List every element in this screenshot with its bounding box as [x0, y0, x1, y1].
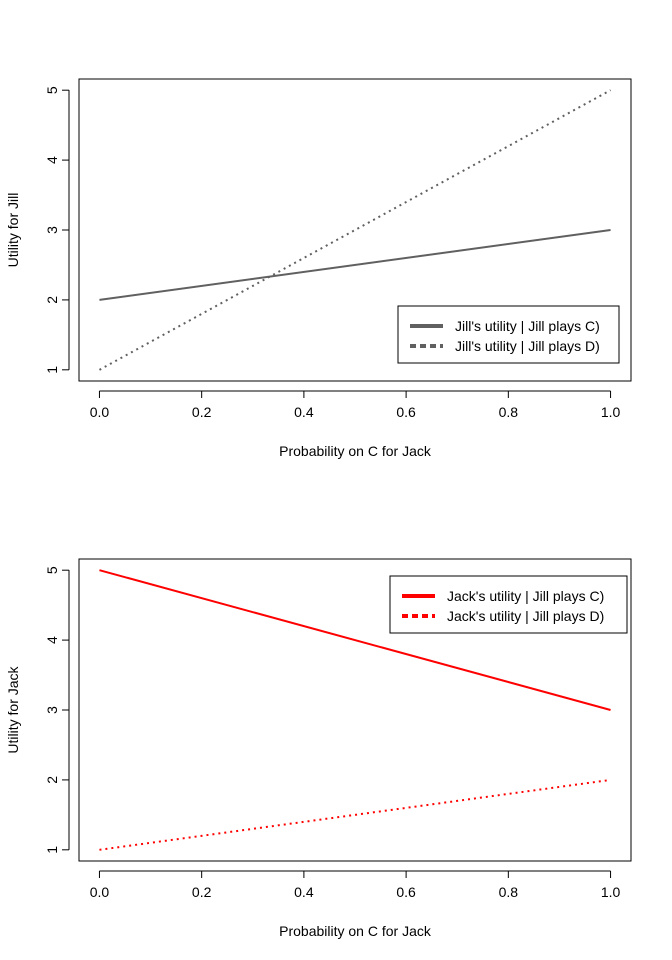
- x-tick-label: 0.2: [192, 404, 212, 420]
- x-tick-label: 0.8: [499, 404, 519, 420]
- x-tick-label: 0.6: [396, 404, 416, 420]
- legend: Jill's utility | Jill plays C) Jill's uti…: [397, 305, 620, 364]
- y-axis-title: Utility for Jill: [5, 193, 21, 268]
- legend-label: Jill's utility | Jill plays D): [455, 338, 600, 354]
- x-tick-label: 0.0: [90, 404, 110, 420]
- x-tick-label: 0.6: [396, 884, 416, 900]
- legend: Jack's utility | Jill plays C) Jack's uti…: [389, 575, 628, 634]
- y-tick-label: 1: [44, 846, 60, 854]
- plot-panel-1: 0.0 0.2 0.4 0.6 0.8 1.0 1 2 3 4 5 Probability on C …: [5, 78, 632, 459]
- x-tick-label: 0.2: [192, 884, 212, 900]
- y-tick-label: 2: [44, 296, 60, 304]
- y-tick-label: 1: [44, 366, 60, 374]
- legend-label: Jill's utility | Jill plays C): [455, 318, 600, 334]
- y-tick-label: 2: [44, 776, 60, 784]
- x-axis-title: Probability on C for Jack: [279, 923, 432, 939]
- legend-label: Jack's utility | Jill plays D): [447, 608, 604, 624]
- x-tick-label: 1.0: [601, 884, 621, 900]
- series-line-solid: [99, 229, 611, 301]
- x-axis-title: Probability on C for Jack: [279, 443, 432, 459]
- plot-frame: [78, 558, 632, 862]
- y-tick-label: 3: [44, 706, 60, 714]
- y-tick-label: 3: [44, 226, 60, 234]
- y-tick-label: 5: [44, 566, 60, 574]
- x-tick-label: 0.4: [294, 404, 314, 420]
- y-tick-label: 4: [44, 636, 60, 644]
- legend-box: [397, 305, 620, 364]
- legend-box: [389, 575, 628, 634]
- x-tick-label: 0.8: [499, 884, 519, 900]
- series-line-dotted: [99, 778, 611, 851]
- series-line-solid: [99, 569, 611, 711]
- x-tick-label: 0.0: [90, 884, 110, 900]
- plot-panel-2: 0.0 0.2 0.4 0.6 0.8 1.0 1 2 3 4 5 Probability on C …: [5, 558, 632, 939]
- y-tick-label: 4: [44, 156, 60, 164]
- plot-frame: [78, 78, 632, 382]
- x-tick-label: 1.0: [601, 404, 621, 420]
- legend-label: Jack's utility | Jill plays C): [447, 588, 604, 604]
- x-tick-label: 0.4: [294, 884, 314, 900]
- y-tick-label: 5: [44, 86, 60, 94]
- y-axis-title: Utility for Jack: [5, 665, 21, 753]
- series-line-dotted: [98, 89, 612, 371]
